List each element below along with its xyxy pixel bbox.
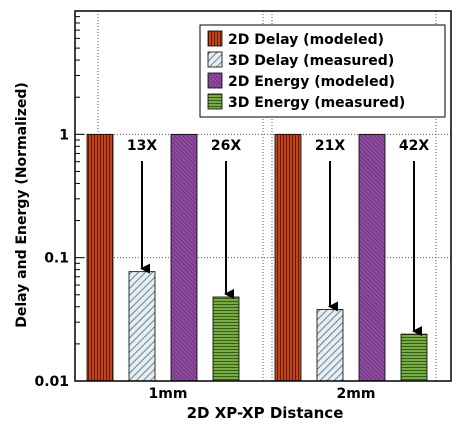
annotation-label: 21X — [315, 138, 345, 154]
bar-1mm-3 — [212, 296, 240, 382]
annotation-label: 13X — [127, 138, 157, 154]
legend-entry: 2D Delay (modeled) — [228, 32, 384, 48]
y-tick-label: 0.1 — [44, 251, 69, 267]
legend-entry: 3D Energy (measured) — [228, 95, 405, 111]
bar-2mm-3 — [400, 333, 428, 382]
legend: 2D Delay (modeled) 3D Delay (measured) 2D … — [199, 24, 446, 118]
y-tick-label: 1 — [59, 127, 69, 143]
annotations: 13X 26X 21X 42X — [127, 138, 429, 337]
bar-2mm-2 — [358, 133, 386, 382]
x-tick-label: 1mm — [149, 386, 188, 402]
bar-1mm-0 — [86, 133, 114, 382]
legend-swatch — [207, 72, 223, 89]
annotation-label: 26X — [211, 138, 241, 154]
bar-2mm-1 — [316, 309, 344, 382]
axes: 0.01 0.1 1 1mm 2mm 2D XP-XP Distance Delay and… — [14, 10, 452, 422]
legend-entry: 3D Delay (measured) — [228, 53, 394, 69]
bars — [86, 133, 428, 382]
bar-1mm-2 — [170, 133, 198, 382]
annotation-label: 42X — [399, 138, 429, 154]
legend-box — [199, 24, 446, 118]
plot-frame — [74, 10, 452, 382]
bar-2mm-0 — [274, 133, 302, 382]
y-axis-label: Delay and Energy (Normalized) — [14, 82, 30, 328]
y-tick-label: 0.01 — [34, 374, 69, 390]
legend-entry: 2D Energy (modeled) — [228, 74, 395, 90]
legend-swatch — [207, 30, 223, 47]
x-axis-label: 2D XP-XP Distance — [187, 404, 344, 422]
x-tick-label: 2mm — [337, 386, 376, 402]
legend-swatch — [207, 93, 223, 110]
bar-1mm-1 — [128, 271, 156, 382]
legend-swatch — [207, 51, 223, 68]
